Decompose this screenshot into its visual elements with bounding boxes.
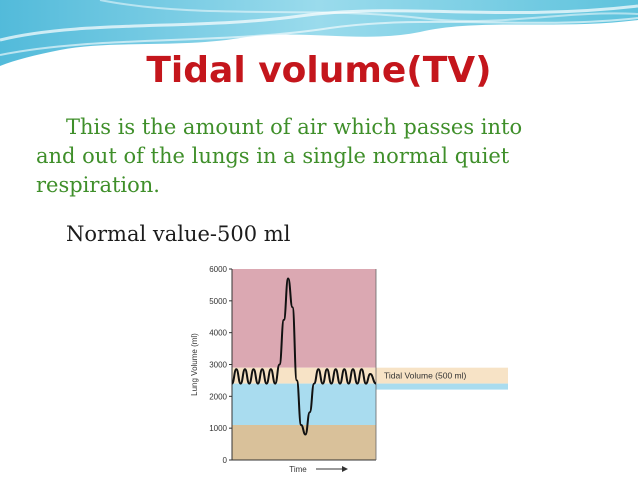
x-axis-arrow-head <box>342 466 348 472</box>
mid-band-extension <box>376 383 508 390</box>
normal-value: Normal value-500 ml <box>66 222 291 246</box>
lung-volume-line <box>231 277 377 436</box>
definition-line-2: and out of the lungs in a single normal … <box>36 144 510 168</box>
zone-top <box>232 269 376 368</box>
tidal-volume-annotation: Tidal Volume (500 ml) <box>384 371 467 381</box>
y-tick-label-1000: 1000 <box>209 424 227 433</box>
definition-line-1: This is the amount of air which passes i… <box>66 115 523 139</box>
y-tick-label-4000: 4000 <box>209 329 227 338</box>
y-axis-label: Lung Volume (ml) <box>190 333 199 396</box>
header-wave-decoration <box>0 0 638 66</box>
y-tick-label-5000: 5000 <box>209 297 227 306</box>
y-tick-label-0: 0 <box>223 456 228 465</box>
definition-text: This is the amount of air which passes i… <box>36 113 606 200</box>
tidal-band-extension <box>376 367 508 384</box>
chart-svg: 0 1000 2000 3000 4000 5000 6000 Lung Volume (ml… <box>190 265 508 474</box>
y-tick-label-3000: 3000 <box>209 361 227 370</box>
lung-volume-chart: 0 1000 2000 3000 4000 5000 6000 Lung Volume (ml… <box>188 262 508 478</box>
definition-line-3: respiration. <box>36 173 160 197</box>
x-axis-label: Time <box>289 465 307 474</box>
y-tick-label-6000: 6000 <box>209 265 227 274</box>
y-tick-label-2000: 2000 <box>209 392 227 401</box>
slide-title: Tidal volume(TV) <box>146 50 492 91</box>
zone-mid <box>232 383 376 425</box>
